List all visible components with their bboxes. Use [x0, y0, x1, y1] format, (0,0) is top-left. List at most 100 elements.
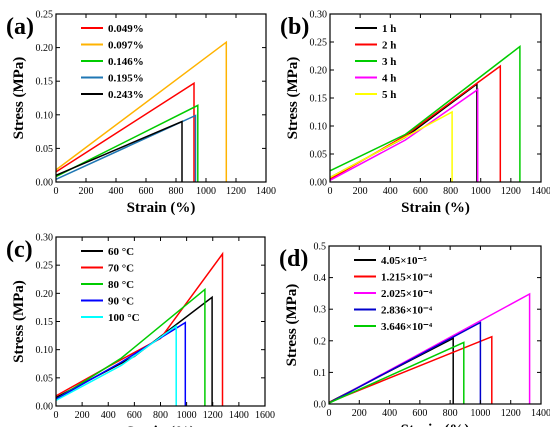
series-line-2: [55, 287, 206, 406]
panel-0: 0 200 400 600 800 1000 1200 1400 0.00 0.05 0.10 0.1…: [6, 10, 276, 217]
x-tick-label: 600: [412, 408, 427, 419]
x-tick-label: 200: [353, 186, 368, 197]
y-tick-label: 0.25: [36, 10, 54, 21]
plot-frame: [328, 245, 542, 405]
legend-label: 2.025×10⁻⁴: [381, 288, 433, 300]
y-tick-label: 0.30: [310, 10, 328, 21]
plot-frame: [55, 13, 267, 183]
y-tick-label: 0.10: [36, 110, 54, 121]
panel-label: (c): [6, 237, 33, 263]
x-axis-title: Strain (%): [126, 424, 195, 427]
legend-label: 0.146%: [108, 56, 144, 68]
series-line-4: [55, 324, 177, 406]
y-tick-label: 0.4: [314, 273, 327, 284]
panel-3: 0 200 400 600 800 1000 1200 1400 0.0 0.1 0.2 0.3 0.4…: [279, 242, 550, 427]
panel-2: 0 200 400 600 800 1000 1200 1400 1600 0.00 0.05 0.1…: [6, 233, 275, 427]
y-axis-title: Stress (MPa): [285, 57, 301, 140]
series-line-0: [55, 81, 195, 182]
y-tick-label: 0.5: [314, 242, 327, 253]
x-tick-label: 400: [101, 410, 116, 421]
x-tick-label: 0: [54, 186, 59, 197]
legend-label: 60 °C: [108, 246, 134, 258]
x-tick-label: 0: [54, 410, 59, 421]
x-tick-label: 200: [75, 410, 90, 421]
legend-label: 4.05×10⁻⁵: [381, 255, 427, 267]
panel-label: (d): [279, 246, 308, 272]
x-tick-label: 0: [327, 408, 332, 419]
y-tick-label: 0.15: [36, 77, 54, 88]
x-tick-label: 1000: [471, 186, 491, 197]
series-line-4: [55, 120, 183, 182]
x-tick-label: 1400: [256, 186, 276, 197]
legend-label: 2 h: [382, 40, 396, 52]
x-tick-label: 1000: [177, 410, 197, 421]
x-tick-label: 600: [413, 186, 428, 197]
y-tick-label: 0.15: [36, 317, 54, 328]
x-tick-label: 200: [352, 408, 367, 419]
legend-label: 3 h: [382, 56, 396, 68]
legend-label: 80 °C: [108, 279, 134, 291]
legend-label: 4 h: [382, 73, 396, 85]
x-tick-label: 600: [127, 410, 142, 421]
x-tick-label: 600: [139, 186, 154, 197]
plot-frame: [329, 13, 542, 183]
y-tick-label: 0.0: [314, 400, 327, 411]
y-tick-label: 0.25: [310, 38, 328, 49]
y-tick-label: 0.10: [36, 345, 54, 356]
legend-label: 0.195%: [108, 73, 144, 85]
x-tick-label: 1200: [203, 410, 223, 421]
panel-label: (a): [6, 14, 34, 40]
legend-label: 1.215×10⁻⁴: [381, 272, 433, 284]
series-line-2: [329, 44, 521, 182]
y-axis-title: Stress (MPa): [11, 57, 27, 140]
y-axis-title: Stress (MPa): [284, 284, 300, 367]
series-line-4: [329, 110, 453, 182]
x-tick-label: 1400: [531, 186, 550, 197]
y-tick-label: 0.20: [310, 66, 328, 77]
series-line-2: [55, 104, 199, 182]
x-tick-label: 0: [328, 186, 333, 197]
series-line-3: [55, 114, 197, 182]
y-tick-label: 0.00: [36, 402, 54, 413]
x-tick-label: 800: [169, 186, 184, 197]
y-tick-label: 0.20: [36, 289, 54, 300]
legend-label: 0.049%: [108, 23, 144, 35]
legend-label: 3.646×10⁻⁴: [381, 321, 433, 333]
x-tick-label: 800: [443, 408, 458, 419]
x-tick-label: 1200: [501, 408, 521, 419]
x-tick-label: 800: [153, 410, 168, 421]
y-tick-label: 0.20: [36, 43, 54, 54]
x-tick-label: 400: [383, 186, 398, 197]
x-axis-title: Strain (%): [401, 200, 470, 216]
x-tick-label: 1200: [501, 186, 521, 197]
y-tick-label: 0.00: [36, 178, 54, 189]
x-tick-label: 1200: [226, 186, 246, 197]
legend-label: 100 °C: [108, 312, 140, 324]
legend-label: 0.097%: [108, 40, 144, 52]
x-tick-label: 400: [382, 408, 397, 419]
series-line-1: [328, 335, 493, 404]
x-tick-label: 1400: [229, 410, 249, 421]
y-tick-label: 0.3: [314, 305, 327, 316]
panel-1: 0 200 400 600 800 1000 1200 1400 0.00 0.05 0.10 0.1…: [280, 10, 550, 217]
y-tick-label: 0.05: [36, 144, 54, 155]
x-tick-label: 400: [109, 186, 124, 197]
x-tick-label: 1000: [196, 186, 216, 197]
x-axis-title: Strain (%): [127, 200, 196, 216]
y-axis-title: Stress (MPa): [11, 280, 27, 363]
legend-label: 70 °C: [108, 263, 134, 275]
y-tick-label: 0.10: [310, 122, 328, 133]
x-tick-label: 200: [79, 186, 94, 197]
legend-label: 0.243%: [108, 89, 144, 101]
series-line-4: [328, 341, 465, 404]
y-tick-label: 0.05: [36, 373, 54, 384]
x-tick-label: 1000: [470, 408, 490, 419]
series-line-3: [328, 321, 482, 404]
x-tick-label: 1400: [531, 408, 550, 419]
y-tick-label: 0.30: [36, 233, 54, 244]
series-line-3: [329, 88, 479, 182]
legend-label: 2.836×10⁻⁴: [381, 305, 433, 317]
y-tick-label: 0.05: [310, 150, 328, 161]
x-tick-label: 1600: [255, 410, 275, 421]
